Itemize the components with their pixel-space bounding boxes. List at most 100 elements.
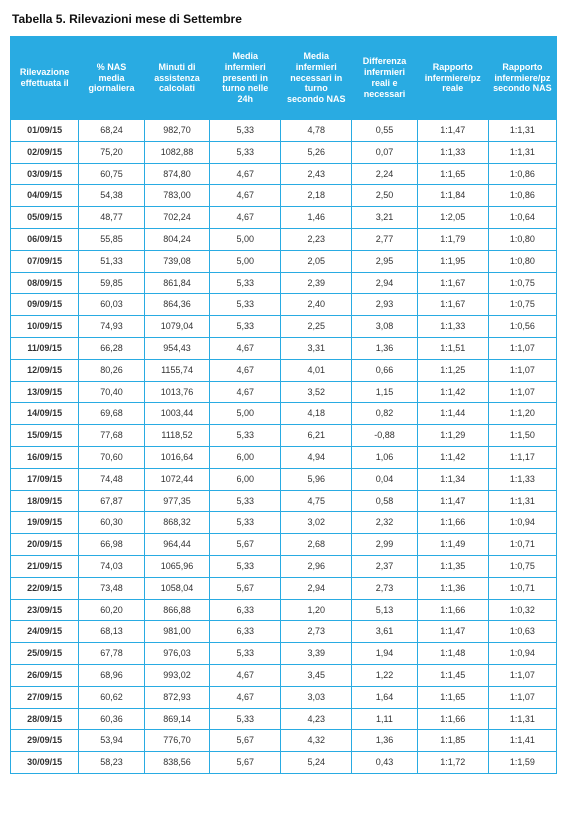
cell-value: 2,95 (352, 250, 418, 272)
cell-value: 1:1,07 (488, 359, 556, 381)
cell-date: 23/09/15 (11, 599, 79, 621)
cell-value: 1,11 (352, 708, 418, 730)
cell-value: 1:1,50 (488, 425, 556, 447)
cell-value: 2,05 (281, 250, 352, 272)
cell-value: 60,62 (79, 686, 145, 708)
cell-value: 0,04 (352, 468, 418, 490)
table-row: 03/09/1560,75874,804,672,432,241:1,651:0… (11, 163, 557, 185)
cell-value: 1:1,66 (417, 708, 488, 730)
cell-value: 1:1,20 (488, 403, 556, 425)
cell-value: 981,00 (144, 621, 210, 643)
cell-value: 1:0,75 (488, 272, 556, 294)
cell-value: 60,20 (79, 599, 145, 621)
table-row: 17/09/1574,481072,446,005,960,041:1,341:… (11, 468, 557, 490)
cell-value: 3,31 (281, 337, 352, 359)
cell-value: 869,14 (144, 708, 210, 730)
cell-value: 1:0,86 (488, 185, 556, 207)
cell-value: 1:1,41 (488, 730, 556, 752)
cell-value: 1:1,47 (417, 119, 488, 141)
table-row: 25/09/1567,78976,035,333,391,941:1,481:0… (11, 643, 557, 665)
cell-value: 1003,44 (144, 403, 210, 425)
cell-value: 1013,76 (144, 381, 210, 403)
cell-value: 3,52 (281, 381, 352, 403)
cell-value: 1:1,31 (488, 141, 556, 163)
cell-date: 26/09/15 (11, 664, 79, 686)
cell-value: 783,00 (144, 185, 210, 207)
cell-value: 48,77 (79, 207, 145, 229)
cell-value: 874,80 (144, 163, 210, 185)
cell-value: 1:1,67 (417, 272, 488, 294)
cell-date: 09/09/15 (11, 294, 79, 316)
cell-value: 1:1,66 (417, 512, 488, 534)
cell-value: 872,93 (144, 686, 210, 708)
cell-value: 75,20 (79, 141, 145, 163)
cell-value: 804,24 (144, 228, 210, 250)
cell-value: 1:1,25 (417, 359, 488, 381)
cell-date: 05/09/15 (11, 207, 79, 229)
cell-date: 24/09/15 (11, 621, 79, 643)
cell-value: 1082,88 (144, 141, 210, 163)
cell-date: 01/09/15 (11, 119, 79, 141)
cell-date: 27/09/15 (11, 686, 79, 708)
cell-value: 1:0,86 (488, 163, 556, 185)
cell-value: 776,70 (144, 730, 210, 752)
cell-value: 868,32 (144, 512, 210, 534)
cell-value: 1:1,42 (417, 446, 488, 468)
cell-date: 06/09/15 (11, 228, 79, 250)
cell-value: 3,02 (281, 512, 352, 534)
table-row: 07/09/1551,33739,085,002,052,951:1,951:0… (11, 250, 557, 272)
cell-value: 702,24 (144, 207, 210, 229)
table-row: 09/09/1560,03864,365,332,402,931:1,671:0… (11, 294, 557, 316)
cell-value: 2,24 (352, 163, 418, 185)
cell-date: 02/09/15 (11, 141, 79, 163)
cell-value: 3,45 (281, 664, 352, 686)
cell-value: 4,75 (281, 490, 352, 512)
cell-value: 66,98 (79, 534, 145, 556)
cell-value: 976,03 (144, 643, 210, 665)
table-row: 23/09/1560,20866,886,331,205,131:1,661:0… (11, 599, 557, 621)
cell-value: 964,44 (144, 534, 210, 556)
table-row: 02/09/1575,201082,885,335,260,071:1,331:… (11, 141, 557, 163)
cell-value: 0,07 (352, 141, 418, 163)
cell-value: 1,36 (352, 337, 418, 359)
cell-value: 5,67 (210, 752, 281, 774)
cell-value: 1:1,31 (488, 119, 556, 141)
cell-value: 1:1,29 (417, 425, 488, 447)
cell-value: 1:1,48 (417, 643, 488, 665)
cell-value: 1:1,36 (417, 577, 488, 599)
cell-value: 2,25 (281, 316, 352, 338)
cell-value: 2,37 (352, 555, 418, 577)
cell-value: 2,94 (352, 272, 418, 294)
cell-value: 5,33 (210, 425, 281, 447)
cell-value: 53,94 (79, 730, 145, 752)
cell-value: 5,33 (210, 512, 281, 534)
col-header-4: Media infermieri necessari in turno seco… (281, 37, 352, 120)
cell-value: 5,33 (210, 119, 281, 141)
cell-value: 1:0,94 (488, 512, 556, 534)
cell-value: 864,36 (144, 294, 210, 316)
cell-value: 1:1,51 (417, 337, 488, 359)
table-row: 29/09/1553,94776,705,674,321,361:1,851:1… (11, 730, 557, 752)
table-row: 06/09/1555,85804,245,002,232,771:1,791:0… (11, 228, 557, 250)
cell-value: 0,58 (352, 490, 418, 512)
cell-value: 1:0,64 (488, 207, 556, 229)
cell-date: 28/09/15 (11, 708, 79, 730)
cell-date: 03/09/15 (11, 163, 79, 185)
cell-value: 1072,44 (144, 468, 210, 490)
cell-value: 1,36 (352, 730, 418, 752)
cell-value: 2,96 (281, 555, 352, 577)
cell-value: 5,00 (210, 250, 281, 272)
cell-value: 4,67 (210, 185, 281, 207)
cell-value: 3,08 (352, 316, 418, 338)
cell-value: 3,21 (352, 207, 418, 229)
cell-value: 1:1,07 (488, 686, 556, 708)
cell-value: 1:1,65 (417, 686, 488, 708)
cell-value: 0,82 (352, 403, 418, 425)
cell-value: 6,21 (281, 425, 352, 447)
cell-value: 4,32 (281, 730, 352, 752)
cell-value: 74,03 (79, 555, 145, 577)
cell-value: 5,33 (210, 555, 281, 577)
cell-value: 1,46 (281, 207, 352, 229)
cell-value: 1:0,94 (488, 643, 556, 665)
cell-value: 67,78 (79, 643, 145, 665)
